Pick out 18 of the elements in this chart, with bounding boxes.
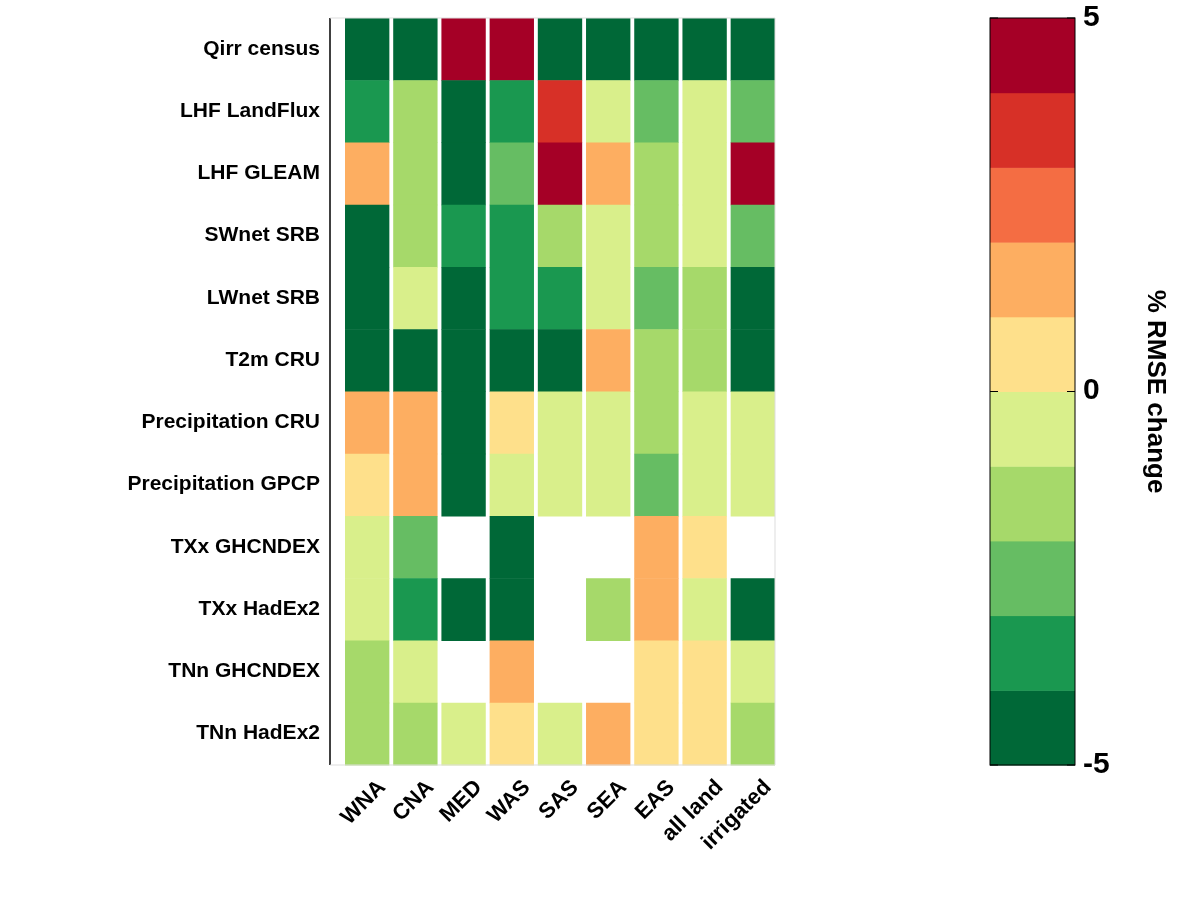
y-tick-label: Precipitation GPCP xyxy=(127,471,320,495)
y-tick-label: TXx HadEx2 xyxy=(198,595,320,619)
color-bar-label: -5 xyxy=(1083,745,1110,779)
y-tick-label: TXx GHCNDEX xyxy=(170,533,320,557)
color-bar-label: 0 xyxy=(1083,372,1100,406)
x-tick-label: SEA xyxy=(581,774,632,824)
y-tick-label: LWnet SRB xyxy=(206,284,320,308)
color-bar-title: % RMSE change xyxy=(1142,289,1172,494)
y-tick-label: TNn GHCNDEX xyxy=(168,658,320,682)
x-tick-label: CNA xyxy=(386,774,439,826)
y-tick-label: LHF LandFlux xyxy=(180,97,321,121)
y-tick-label: SWnet SRB xyxy=(204,222,320,246)
y-tick-label: Qirr census xyxy=(203,35,320,59)
y-tick-label: TNn HadEx2 xyxy=(196,720,320,744)
color-bar-label: 5 xyxy=(1083,0,1100,32)
y-tick-label: T2m CRU xyxy=(225,346,320,370)
y-tick-label: Precipitation CRU xyxy=(141,409,320,433)
y-tick-label: LHF GLEAM xyxy=(197,160,320,184)
